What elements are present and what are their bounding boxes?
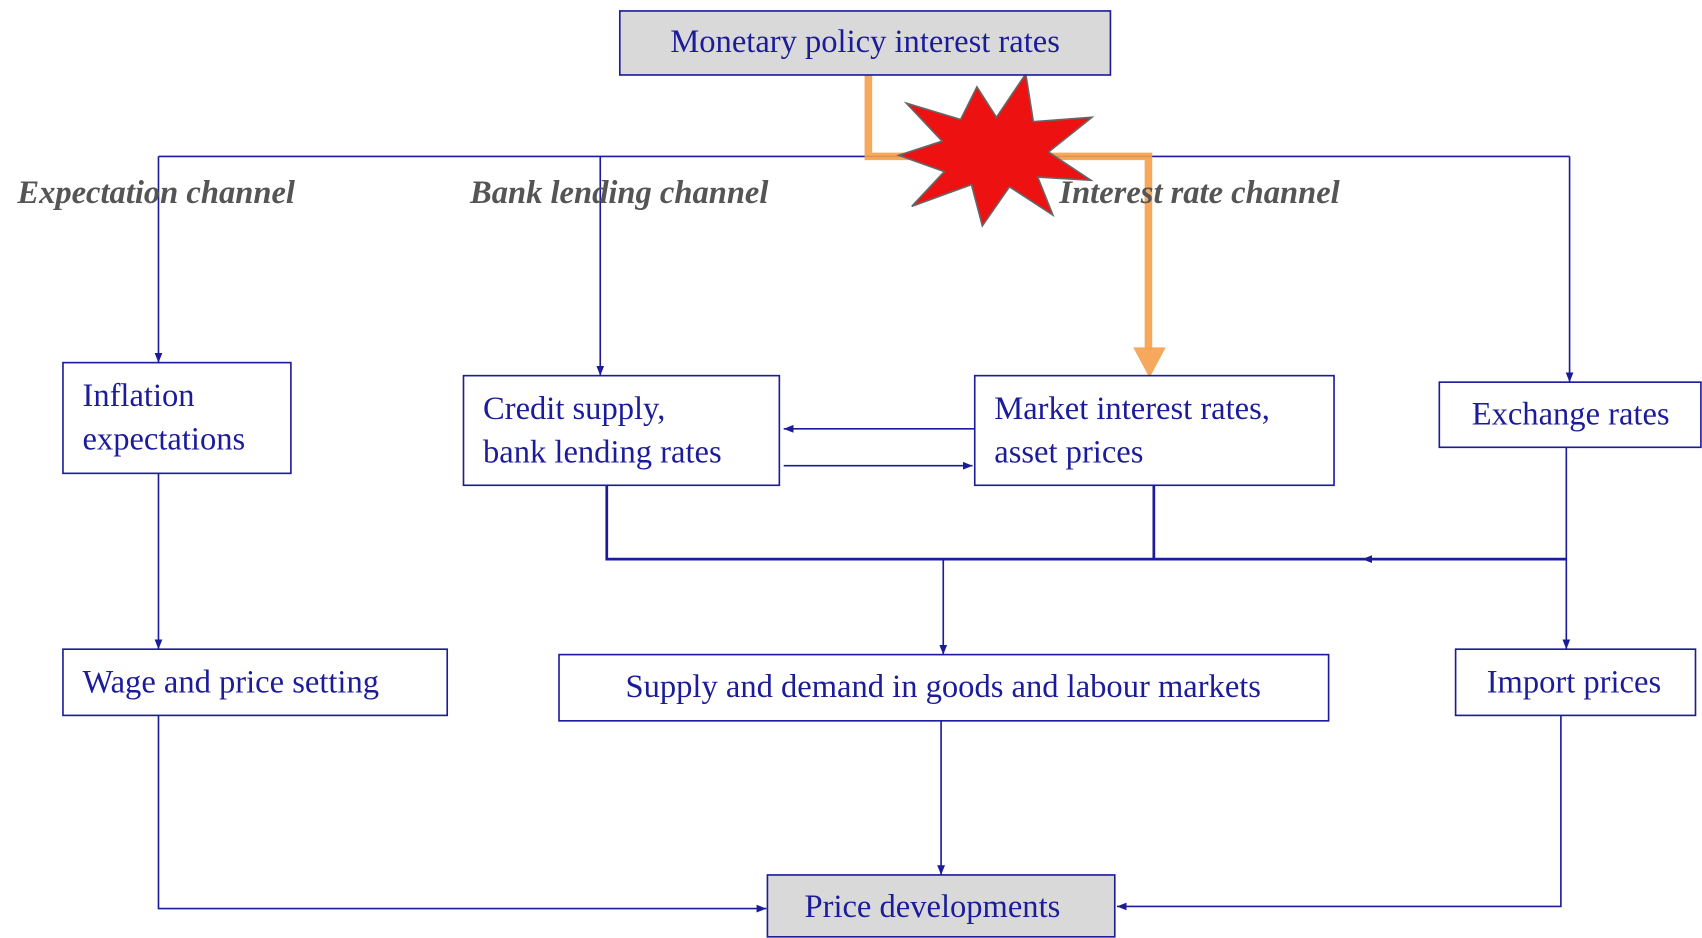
connectors [154, 155, 1574, 913]
node-box [618, 10, 1112, 76]
node-label: Inflation [82, 378, 194, 414]
node-box [766, 874, 1116, 938]
node-box [462, 374, 781, 487]
node-label: Market interest rates, [994, 391, 1270, 427]
node-label: expectations [82, 421, 245, 457]
node-box [62, 361, 292, 475]
highlight-arrowhead [1133, 347, 1166, 378]
explosion [896, 71, 1095, 228]
node-box [1438, 381, 1702, 449]
node-label: Import prices [1487, 664, 1661, 700]
node-label: Credit supply, [483, 391, 665, 427]
channel-label: Interest rate channel [1058, 175, 1339, 211]
node-label: Wage and price setting [82, 664, 379, 700]
node-label: asset prices [994, 434, 1143, 470]
node-box [1454, 648, 1697, 717]
channel-label: Expectation channel [16, 175, 295, 211]
node-label: bank lending rates [483, 434, 722, 470]
node-label: Price developments [805, 889, 1061, 925]
node-box [973, 374, 1335, 487]
node-box [558, 653, 1330, 722]
node-label: Exchange rates [1472, 396, 1670, 432]
node-label: Monetary policy interest rates [670, 24, 1060, 60]
channel-label: Bank lending channel [469, 175, 768, 211]
node-label: Supply and demand in goods and labour ma… [626, 669, 1261, 705]
node-box [62, 648, 449, 717]
